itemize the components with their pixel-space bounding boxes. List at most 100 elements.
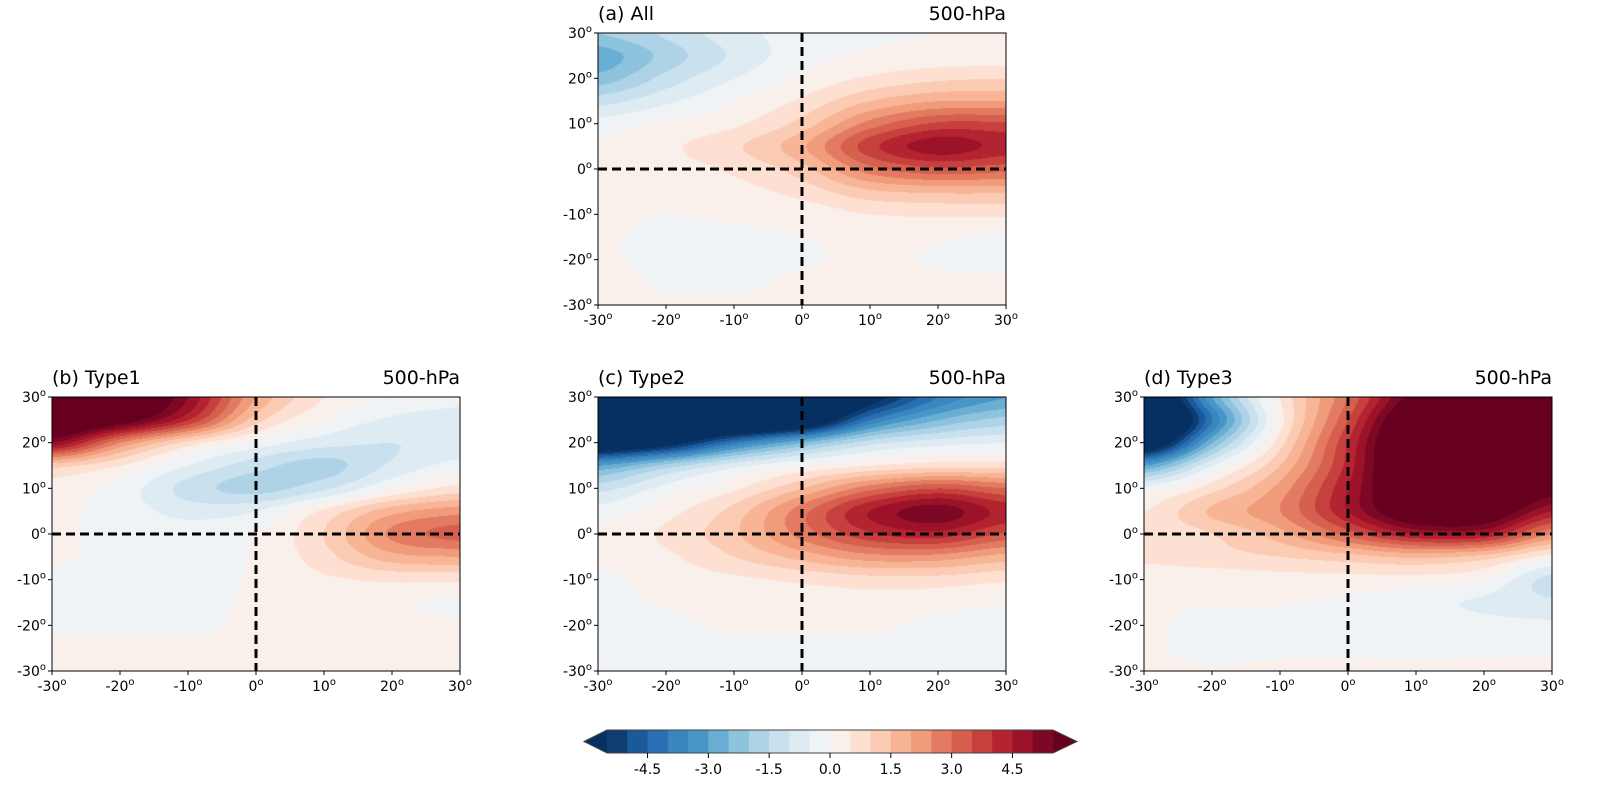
y-tick-label: 20o bbox=[22, 434, 46, 452]
x-tick-label: 30o bbox=[994, 677, 1018, 695]
x-tick-label: 20o bbox=[1472, 677, 1496, 695]
colorbar-tick-label: 1.5 bbox=[880, 762, 902, 778]
y-tick-label: 0o bbox=[31, 525, 46, 543]
y-tick-label: -20o bbox=[17, 616, 46, 634]
y-tick-label: -10o bbox=[1109, 571, 1138, 589]
x-tick-label: 10o bbox=[1404, 677, 1428, 695]
panel-b: -30o -20o -10o 0o 10o 20o 30o 30o 20o 10o 0o -10o -2… bbox=[17, 367, 472, 695]
x-tick-label: 0o bbox=[794, 677, 809, 695]
panel-d: -30o -20o -10o 0o 10o 20o 30o 30o 20o 10o 0o -10o -2… bbox=[1109, 367, 1564, 695]
colorbar-bin bbox=[830, 730, 851, 753]
axes: -30o -20o -10o 0o 10o 20o 30o 30o 20o 10o 0o -10o -2… bbox=[1109, 388, 1564, 695]
x-tick-label: 10o bbox=[312, 677, 336, 695]
axes: -30o -20o -10o 0o 10o 20o 30o 30o 20o 10o 0o -10o -2… bbox=[563, 388, 1018, 695]
x-tick-label: -10o bbox=[720, 677, 749, 695]
colorbar-bin bbox=[607, 730, 628, 753]
y-tick-label: -30o bbox=[563, 662, 592, 680]
y-tick-label: -20o bbox=[1109, 616, 1138, 634]
colorbar-bin bbox=[992, 730, 1013, 753]
y-tick-label: -10o bbox=[563, 571, 592, 589]
x-tick-label: 10o bbox=[858, 677, 882, 695]
x-tick-label: -20o bbox=[1198, 677, 1227, 695]
y-tick-label: -20o bbox=[563, 616, 592, 634]
panel-title: (c) Type2 bbox=[598, 367, 686, 389]
y-tick-label: 30o bbox=[568, 24, 592, 42]
colorbar-bin bbox=[647, 730, 669, 753]
colorbar-over-extension bbox=[1053, 730, 1077, 753]
y-tick-label: 20o bbox=[568, 434, 592, 452]
axes: -30o -20o -10o 0o 10o 20o 30o 30o 20o 10o 0o -10o -2… bbox=[17, 388, 472, 695]
axes: -30o -20o -10o 0o 10o 20o 30o 30o 20o 10o 0o -10o -2… bbox=[563, 24, 1018, 329]
x-tick-label: -30o bbox=[584, 311, 613, 329]
colorbar-bin bbox=[1032, 730, 1054, 753]
x-tick-label: -20o bbox=[106, 677, 135, 695]
y-tick-label: -30o bbox=[17, 662, 46, 680]
y-tick-label: 10o bbox=[568, 479, 592, 497]
colorbar-bin bbox=[890, 730, 912, 753]
colorbar-bin bbox=[728, 730, 750, 753]
panel-title: (b) Type1 bbox=[52, 367, 141, 389]
x-tick-label: 0o bbox=[794, 311, 809, 329]
x-tick-label: -20o bbox=[652, 677, 681, 695]
panel-c: -30o -20o -10o 0o 10o 20o 30o 30o 20o 10o 0o -10o -2… bbox=[563, 367, 1018, 695]
colorbar-tick-label: -3.0 bbox=[695, 762, 722, 778]
panel-level: 500-hPa bbox=[928, 367, 1006, 389]
x-tick-label: 20o bbox=[926, 677, 950, 695]
panel-level: 500-hPa bbox=[382, 367, 460, 389]
x-tick-label: -30o bbox=[1130, 677, 1159, 695]
y-tick-label: 0o bbox=[1123, 525, 1138, 543]
x-tick-label: -30o bbox=[584, 677, 613, 695]
colorbar-under-extension bbox=[584, 730, 607, 753]
y-tick-label: 10o bbox=[1114, 479, 1138, 497]
y-tick-label: 30o bbox=[1114, 388, 1138, 406]
x-tick-label: -10o bbox=[1266, 677, 1295, 695]
panel-title: (a) All bbox=[598, 3, 655, 25]
panel-level: 500-hPa bbox=[1474, 367, 1552, 389]
colorbar-tick-label: 4.5 bbox=[1001, 762, 1023, 778]
colorbar-tick-label: -4.5 bbox=[634, 762, 661, 778]
colorbar-tick-label: 0.0 bbox=[819, 762, 841, 778]
y-tick-label: 0o bbox=[577, 525, 592, 543]
colorbar-bin bbox=[931, 730, 953, 753]
y-tick-label: 20o bbox=[568, 69, 592, 87]
colorbar-bin bbox=[708, 730, 730, 753]
y-tick-label: 20o bbox=[1114, 434, 1138, 452]
x-tick-label: 0o bbox=[1340, 677, 1355, 695]
colorbar-outline bbox=[582, 729, 1079, 754]
panel-level: 500-hPa bbox=[928, 3, 1006, 25]
colorbar-bin bbox=[971, 730, 993, 753]
y-tick-label: -30o bbox=[1109, 662, 1138, 680]
y-tick-label: 0o bbox=[577, 160, 592, 178]
y-tick-label: 30o bbox=[568, 388, 592, 406]
x-tick-label: 20o bbox=[926, 311, 950, 329]
x-tick-label: 30o bbox=[448, 677, 472, 695]
x-tick-label: -30o bbox=[38, 677, 67, 695]
y-tick-label: 10o bbox=[22, 479, 46, 497]
colorbar-bin bbox=[870, 730, 892, 753]
y-tick-label: -10o bbox=[563, 205, 592, 223]
y-tick-label: -30o bbox=[563, 296, 592, 314]
colorbar-bin bbox=[1012, 730, 1034, 753]
panel-a: -30o -20o -10o 0o 10o 20o 30o 30o 20o 10o 0o -10o -2… bbox=[563, 3, 1018, 329]
colorbar-tick-label: 3.0 bbox=[941, 762, 963, 778]
colorbar-bin bbox=[627, 730, 649, 753]
y-tick-label: 30o bbox=[22, 388, 46, 406]
colorbar-bin bbox=[911, 730, 932, 753]
colorbar-bin bbox=[951, 730, 973, 753]
x-tick-label: 0o bbox=[248, 677, 263, 695]
x-tick-label: 30o bbox=[994, 311, 1018, 329]
colorbar-bin bbox=[769, 730, 790, 753]
colorbar-bin bbox=[809, 730, 831, 753]
panel-title: (d) Type3 bbox=[1144, 367, 1233, 389]
x-tick-label: -10o bbox=[720, 311, 749, 329]
colorbar-bin bbox=[688, 730, 709, 753]
x-tick-label: -20o bbox=[652, 311, 681, 329]
x-tick-label: 20o bbox=[380, 677, 404, 695]
y-tick-label: -20o bbox=[563, 251, 592, 269]
y-tick-label: 10o bbox=[568, 115, 592, 133]
colorbar-tick-label: -1.5 bbox=[756, 762, 783, 778]
colorbar-bin bbox=[789, 730, 811, 753]
x-tick-label: 10o bbox=[858, 311, 882, 329]
x-tick-label: -10o bbox=[174, 677, 203, 695]
